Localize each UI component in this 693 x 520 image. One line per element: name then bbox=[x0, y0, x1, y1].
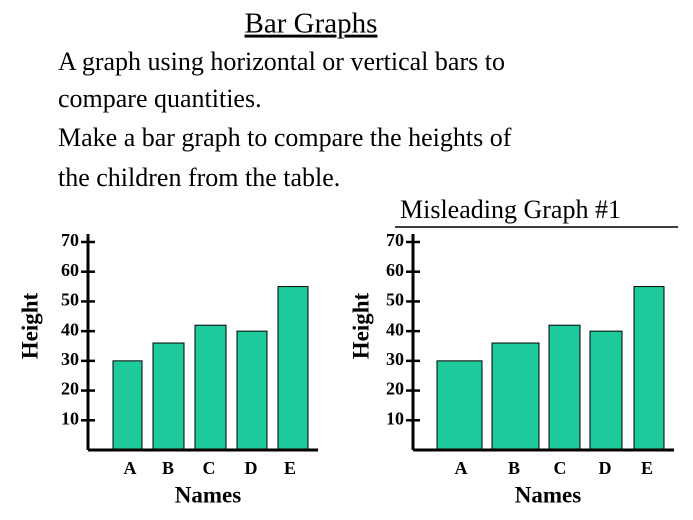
x-tick-label: E bbox=[284, 458, 296, 478]
bar bbox=[112, 360, 143, 451]
y-tick-label: 50 bbox=[61, 290, 79, 310]
y-tick-label: 20 bbox=[61, 379, 79, 399]
chart-title: Misleading Graph #1 bbox=[400, 195, 621, 224]
y-tick-label: 60 bbox=[61, 260, 79, 280]
bar bbox=[633, 286, 665, 451]
slide-title: Bar Graphs bbox=[245, 8, 378, 40]
bar bbox=[277, 286, 309, 451]
text-line: A graph using horizontal or vertical bar… bbox=[58, 47, 505, 76]
x-tick-label: A bbox=[124, 458, 137, 478]
y-tick-label: 20 bbox=[386, 379, 404, 399]
x-axis-label: Names bbox=[175, 482, 241, 507]
text-line: compare quantities. bbox=[58, 84, 262, 113]
x-tick-label: E bbox=[641, 458, 653, 478]
y-tick-label: 40 bbox=[386, 319, 404, 339]
y-tick-label: 10 bbox=[61, 408, 79, 428]
y-axis-label: Height bbox=[17, 292, 42, 359]
bar bbox=[589, 330, 623, 451]
y-tick-label: 10 bbox=[386, 408, 404, 428]
text-line: the children from the table. bbox=[58, 163, 340, 192]
bar bbox=[548, 324, 581, 451]
bar bbox=[236, 330, 268, 451]
y-tick-label: 30 bbox=[386, 349, 404, 369]
y-tick-label: 40 bbox=[61, 319, 79, 339]
y-tick-label: 70 bbox=[61, 230, 79, 250]
x-tick-label: A bbox=[455, 458, 468, 478]
y-axis-label: Height bbox=[348, 292, 373, 359]
x-axis-label: Names bbox=[515, 482, 581, 507]
x-tick-label: B bbox=[162, 458, 174, 478]
y-tick-label: 50 bbox=[386, 290, 404, 310]
y-tick-label: 60 bbox=[386, 260, 404, 280]
x-tick-label: D bbox=[599, 458, 612, 478]
text-line: Make a bar graph to compare the heights … bbox=[58, 123, 512, 152]
bar bbox=[194, 324, 227, 451]
bar bbox=[491, 342, 540, 451]
x-tick-label: B bbox=[508, 458, 520, 478]
x-tick-label: D bbox=[245, 458, 258, 478]
bar bbox=[152, 342, 185, 451]
x-tick-label: C bbox=[203, 458, 216, 478]
x-tick-label: C bbox=[554, 458, 567, 478]
bar bbox=[436, 360, 483, 451]
y-tick-label: 70 bbox=[386, 230, 404, 250]
y-tick-label: 30 bbox=[61, 349, 79, 369]
